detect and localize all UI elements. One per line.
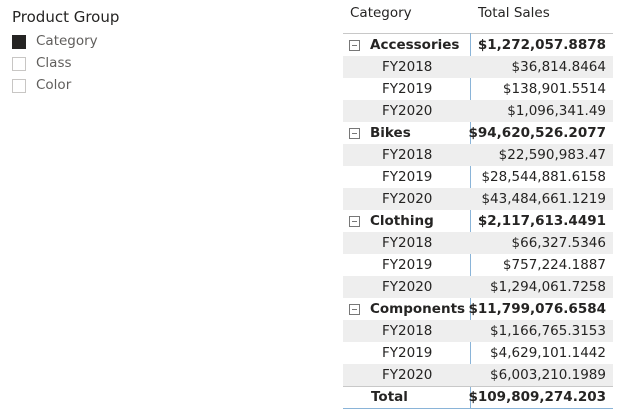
slicer-item[interactable]: Class (36, 55, 72, 71)
row-background (343, 100, 613, 122)
expand-minus (352, 309, 357, 310)
row-label: FY2019 (382, 257, 433, 273)
column-header[interactable]: Category (350, 5, 412, 21)
row-label: FY2018 (382, 323, 433, 339)
expand-icon[interactable] (349, 216, 360, 227)
row-label: FY2018 (382, 235, 433, 251)
row-background (343, 56, 613, 78)
group-total: $2,117,613.4491 (477, 213, 606, 229)
row-label: FY2018 (382, 147, 433, 163)
row-label: FY2018 (382, 59, 433, 75)
expand-icon[interactable] (349, 40, 360, 51)
row-value: $6,003,210.1989 (490, 367, 606, 383)
bottom-rule (343, 408, 613, 409)
row-label: FY2019 (382, 169, 433, 185)
row-background (343, 276, 613, 298)
group-label: Bikes (370, 125, 411, 141)
row-value: $4,629,101.1442 (490, 345, 606, 361)
expand-icon[interactable] (349, 128, 360, 139)
slicer-item[interactable]: Color (36, 77, 72, 93)
row-background (343, 188, 613, 210)
row-value: $1,166,765.3153 (490, 323, 606, 339)
row-label: FY2020 (382, 367, 433, 383)
row-background (343, 232, 613, 254)
row-label: FY2020 (382, 103, 433, 119)
row-value: $138,901.5514 (502, 81, 606, 97)
expand-minus (352, 45, 357, 46)
row-value: $757,224.1887 (502, 257, 606, 273)
row-value: $1,096,341.49 (507, 103, 606, 119)
row-value: $28,544,881.6158 (481, 169, 606, 185)
checkbox[interactable] (12, 57, 26, 71)
group-label: Components (370, 301, 466, 317)
expand-minus (352, 133, 357, 134)
row-value: $36,814.8464 (511, 59, 606, 75)
expand-icon[interactable] (349, 304, 360, 315)
total-value: $109,809,274.203 (468, 389, 607, 405)
group-total: $11,799,076.6584 (468, 301, 607, 317)
group-label: Accessories (370, 37, 460, 53)
total-label: Total (371, 389, 408, 405)
row-label: FY2020 (382, 279, 433, 295)
row-label: FY2019 (382, 81, 433, 97)
row-value: $66,327.5346 (511, 235, 606, 251)
row-value: $1,294,061.7258 (490, 279, 606, 295)
checkbox[interactable] (12, 79, 26, 93)
header-rule (343, 33, 613, 34)
group-total: $1,272,057.8878 (477, 37, 606, 53)
column-header[interactable]: Total Sales (478, 5, 550, 21)
row-value: $43,484,661.1219 (481, 191, 606, 207)
slicer-title: Product Group (12, 8, 120, 26)
group-label: Clothing (370, 213, 434, 229)
row-value: $22,590,983.47 (498, 147, 606, 163)
row-background (343, 320, 613, 342)
row-background (343, 144, 613, 166)
group-total: $94,620,526.2077 (468, 125, 607, 141)
column-divider (470, 33, 471, 408)
total-rule (343, 386, 613, 387)
slicer-item[interactable]: Category (36, 33, 98, 49)
expand-minus (352, 221, 357, 222)
row-background (343, 364, 613, 386)
checkbox[interactable] (12, 35, 26, 49)
row-label: FY2019 (382, 345, 433, 361)
row-label: FY2020 (382, 191, 433, 207)
